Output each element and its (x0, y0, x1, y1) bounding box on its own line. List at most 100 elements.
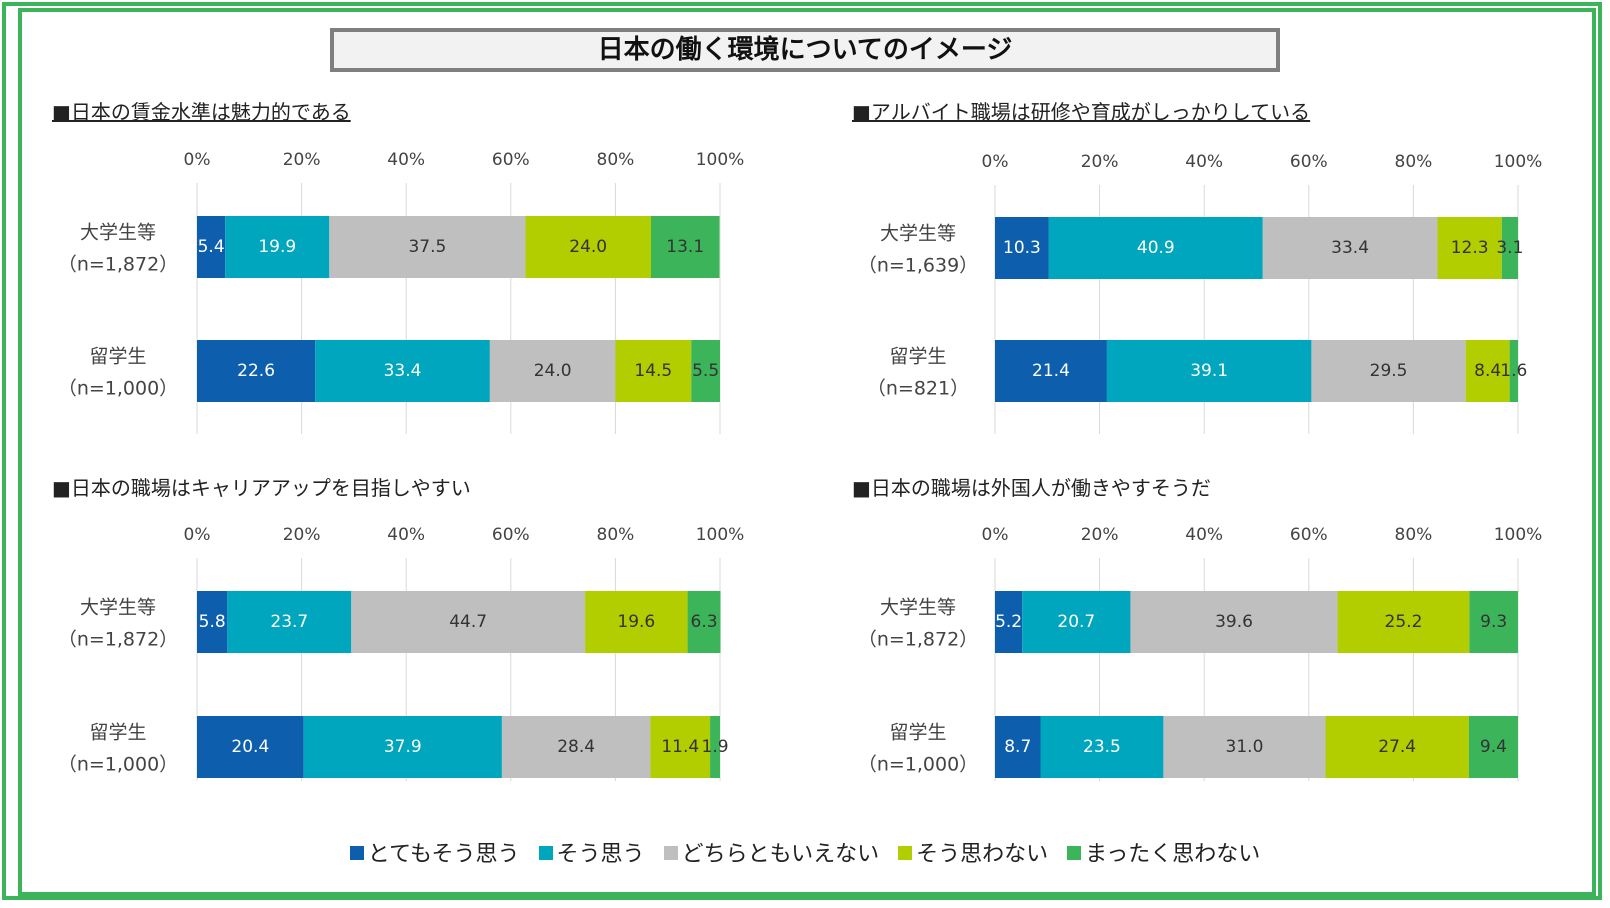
bar-segment (525, 216, 651, 278)
x-tick-label: 60% (1290, 152, 1328, 172)
bar-segment (1469, 591, 1518, 653)
data-label: 5.5 (692, 361, 719, 381)
data-label: 10.3 (1003, 238, 1041, 258)
category-sample-size: （n=1,872） (858, 629, 978, 651)
category-sample-size: （n=821） (867, 378, 969, 400)
bar-segment (650, 216, 720, 278)
category-sample-size: （n=1,000） (858, 754, 978, 776)
data-label: 39.6 (1215, 612, 1253, 632)
bar-segment (225, 216, 330, 278)
bar-segment (489, 340, 616, 402)
bar-segment (197, 716, 304, 778)
x-tick-label: 20% (1081, 525, 1119, 545)
bar-segment (501, 716, 651, 778)
data-label: 40.9 (1137, 238, 1175, 258)
bar-segment (329, 216, 526, 278)
bar-segment (1040, 716, 1164, 778)
x-tick-label: 80% (1395, 152, 1433, 172)
x-tick-label: 80% (597, 525, 635, 545)
data-label: 24.0 (534, 361, 572, 381)
x-tick-label: 60% (492, 525, 530, 545)
chart-title-training: ■アルバイト職場は研修や育成がしっかりしている (852, 100, 1311, 124)
bar-segment (1022, 591, 1131, 653)
data-label: 33.4 (384, 361, 422, 381)
x-tick-label: 0% (982, 152, 1009, 172)
bar-segment (351, 591, 586, 653)
data-label: 22.6 (237, 361, 275, 381)
bar-segment (1437, 217, 1502, 279)
bar-segment (691, 340, 720, 402)
chart-title-foreigner: ■日本の職場は外国人が働きやすそうだ (852, 476, 1211, 500)
data-label: 14.5 (634, 361, 672, 381)
bar-segment (197, 340, 316, 402)
bar-segment (1325, 716, 1469, 778)
category-sample-size: （n=1,872） (58, 254, 178, 276)
bar-segment (315, 340, 490, 402)
data-label: 5.8 (199, 612, 226, 632)
data-label: 19.9 (258, 237, 296, 257)
bar-segment (1048, 217, 1263, 279)
bar-segment (995, 591, 1023, 653)
data-label: 6.3 (691, 612, 718, 632)
bar-segment (615, 340, 692, 402)
data-label: 27.4 (1378, 737, 1416, 757)
data-label: 20.7 (1057, 612, 1095, 632)
x-tick-label: 20% (283, 150, 321, 170)
category-label: 留学生 (89, 722, 146, 744)
bar-segment (197, 591, 228, 653)
data-label: 24.0 (569, 237, 607, 257)
category-label: 留学生 (889, 722, 946, 744)
data-label: 1.6 (1500, 361, 1527, 381)
x-tick-label: 40% (1185, 525, 1223, 545)
bar-segment (227, 591, 352, 653)
x-tick-label: 100% (696, 150, 745, 170)
data-label: 11.4 (661, 737, 699, 757)
category-label: 大学生等 (80, 597, 156, 619)
bar-segment (1501, 217, 1518, 279)
legend-swatch (1067, 846, 1082, 860)
category-label: 留学生 (89, 346, 146, 368)
bar-segment (1163, 716, 1326, 778)
legend-item: そう思わない (898, 836, 1048, 868)
bar-segment (1509, 340, 1518, 402)
category-label: 大学生等 (880, 597, 956, 619)
x-tick-label: 60% (1290, 525, 1328, 545)
bar-segment (303, 716, 502, 778)
bar-segment (1262, 217, 1438, 279)
bar-segment (687, 591, 721, 653)
data-label: 23.5 (1083, 737, 1121, 757)
data-label: 5.2 (995, 612, 1022, 632)
data-label: 19.6 (617, 612, 655, 632)
x-tick-label: 0% (184, 525, 211, 545)
data-label: 9.4 (1480, 737, 1507, 757)
legend: とてもそう思う そう思う どちらともいえない そう思わない まったく思わない (0, 836, 1610, 868)
data-label: 1.9 (702, 737, 729, 757)
data-label: 33.4 (1331, 238, 1369, 258)
x-tick-label: 100% (1494, 152, 1543, 172)
data-label: 8.4 (1474, 361, 1501, 381)
data-label: 31.0 (1226, 737, 1264, 757)
data-label: 29.5 (1370, 361, 1408, 381)
legend-swatch (349, 846, 364, 860)
category-sample-size: （n=1,000） (58, 378, 178, 400)
legend-item: どちらともいえない (663, 836, 879, 868)
legend-item: まったく思わない (1067, 836, 1260, 868)
bar-segment (1465, 340, 1510, 402)
x-tick-label: 60% (492, 150, 530, 170)
bar-segment (1311, 340, 1466, 402)
legend-label: とてもそう思う (367, 842, 520, 867)
legend-swatch (663, 846, 678, 860)
x-tick-label: 100% (1494, 525, 1543, 545)
category-sample-size: （n=1,639） (858, 255, 978, 277)
category-label: 留学生 (889, 346, 946, 368)
x-tick-label: 20% (1081, 152, 1119, 172)
x-tick-label: 40% (1185, 152, 1223, 172)
category-sample-size: （n=1,000） (58, 754, 178, 776)
bar-segment (197, 216, 226, 278)
data-label: 37.5 (408, 237, 446, 257)
data-label: 20.4 (231, 737, 269, 757)
data-label: 13.1 (666, 237, 704, 257)
bar-segment (1337, 591, 1470, 653)
x-tick-label: 20% (283, 525, 321, 545)
